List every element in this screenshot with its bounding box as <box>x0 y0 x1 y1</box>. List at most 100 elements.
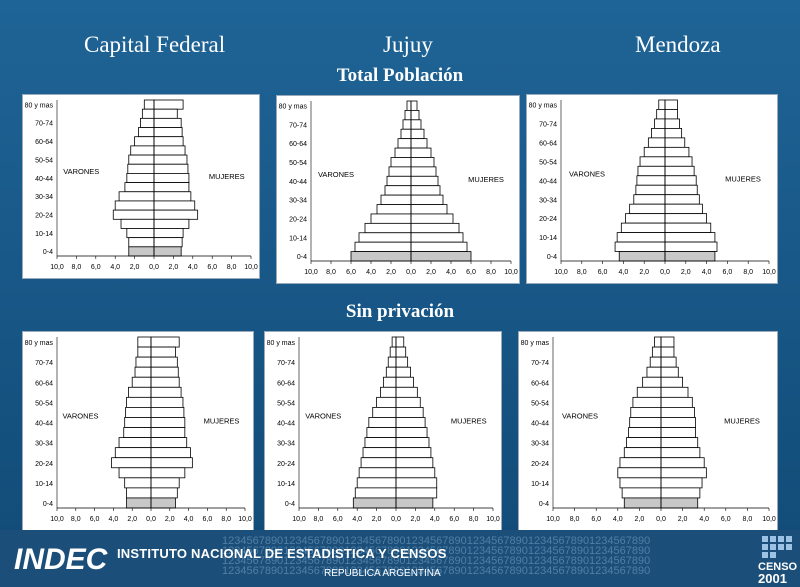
institute-name: INSTITUTO NACIONAL DE ESTADISTICA Y CENS… <box>117 546 447 561</box>
bar-mujeres <box>660 457 705 469</box>
x-tick-label: 8,0 <box>486 269 496 276</box>
bar-varones <box>635 184 666 196</box>
bar-mujeres <box>150 477 180 489</box>
bar-mujeres <box>150 386 182 398</box>
bar-mujeres <box>395 417 426 428</box>
bar-mujeres <box>153 108 178 119</box>
age-group-label: 0-4 <box>297 254 307 261</box>
bar-mujeres <box>410 166 437 177</box>
bar-mujeres <box>410 100 418 111</box>
age-group-label: 60-64 <box>35 139 53 146</box>
age-group-label: 30-34 <box>35 441 53 448</box>
x-tick-label: 4,0 <box>613 516 623 523</box>
bar-varones <box>126 228 155 239</box>
age-group-label: 60-64 <box>539 140 557 147</box>
bar-mujeres <box>664 222 712 233</box>
age-group-label: 50-54 <box>277 400 295 407</box>
bar-mujeres <box>153 218 190 229</box>
bar-mujeres <box>153 163 189 174</box>
bar-varones <box>111 457 152 469</box>
age-group-label: 60-64 <box>277 380 295 387</box>
bar-mujeres <box>153 117 182 128</box>
x-tick-label: 8,0 <box>326 269 336 276</box>
x-tick-label: 0,0 <box>149 264 159 271</box>
bar-mujeres <box>153 173 190 183</box>
bar-varones <box>124 182 155 193</box>
age-group-label: 20-24 <box>289 216 307 223</box>
varones-label: VARONES <box>318 170 354 179</box>
bar-mujeres <box>664 146 690 158</box>
x-tick-label: 8,0 <box>743 516 753 523</box>
x-tick-label: 2,0 <box>639 269 649 276</box>
bar-varones <box>643 146 666 158</box>
bar-mujeres <box>153 154 188 165</box>
pyramid-panel-jujuy-sin-privacion: 10,0 8,0 6,0 4,0 2,0 0,0 2,0 4,0 6,0 8,0 10,0 80 y … <box>264 331 502 531</box>
bar-mujeres <box>395 457 434 469</box>
age-group-label: 40-44 <box>539 178 557 185</box>
bar-mujeres <box>664 194 700 205</box>
age-group-label: 50-54 <box>35 157 53 164</box>
bar-mujeres <box>410 175 439 187</box>
age-group-label: 50-54 <box>35 400 53 407</box>
bar-varones <box>364 437 397 449</box>
x-tick-label: 8,0 <box>577 269 587 276</box>
x-tick-label: 6,0 <box>598 269 608 276</box>
bar-mujeres <box>410 204 448 215</box>
age-group-label: 60-64 <box>531 380 549 387</box>
bar-mujeres <box>664 156 693 167</box>
bar-varones <box>126 173 155 183</box>
bar-varones <box>114 447 152 459</box>
section-title-sin-privacion: Sin privación <box>345 301 455 322</box>
x-tick-label: 2,0 <box>411 516 421 523</box>
varones-label: VARONES <box>562 412 598 421</box>
x-tick-label: 6,0 <box>346 269 356 276</box>
age-group-label: 0-4 <box>285 501 295 508</box>
bar-mujeres <box>150 497 176 509</box>
x-tick-label: 6,0 <box>591 516 601 523</box>
x-tick-label: 4,0 <box>110 264 120 271</box>
bar-mujeres <box>660 477 703 489</box>
bar-varones <box>354 487 397 499</box>
age-group-label: 70-74 <box>289 122 307 129</box>
x-tick-label: 10,0 <box>762 516 776 523</box>
bar-mujeres <box>395 437 430 449</box>
bar-varones <box>628 427 662 438</box>
age-group-label: 70-74 <box>35 121 53 128</box>
x-tick-label: 10,0 <box>292 516 306 523</box>
age-group-label: 50-54 <box>531 400 549 407</box>
x-tick-label: 8,0 <box>469 516 479 523</box>
bar-varones <box>651 346 662 358</box>
x-tick-label: 4,0 <box>184 516 194 523</box>
x-tick-label: 6,0 <box>723 269 733 276</box>
bar-mujeres <box>660 467 707 479</box>
bar-varones <box>385 366 397 378</box>
x-tick-label: 0,0 <box>656 516 666 523</box>
age-group-label: 60-64 <box>35 380 53 387</box>
x-tick-label: 4,0 <box>699 516 709 523</box>
x-tick-label: 0,0 <box>660 269 670 276</box>
x-tick-label: 0,0 <box>406 269 416 276</box>
bar-mujeres <box>395 487 438 499</box>
x-tick-label: 6,0 <box>449 516 459 523</box>
bar-mujeres <box>150 407 185 418</box>
bar-mujeres <box>410 194 444 205</box>
age-group-label: 60-64 <box>289 141 307 148</box>
x-tick-label: 10,0 <box>546 516 560 523</box>
age-group-label: 30-34 <box>35 194 53 201</box>
bar-mujeres <box>150 457 193 469</box>
x-tick-label: 10,0 <box>554 269 568 276</box>
age-group-label: 40-44 <box>35 176 53 183</box>
bar-mujeres <box>395 366 411 378</box>
varones-label: VARONES <box>63 167 99 176</box>
bar-mujeres <box>150 427 186 438</box>
x-tick-label: 2,0 <box>165 516 175 523</box>
bar-mujeres <box>664 109 678 120</box>
age-group-label: 30-34 <box>277 441 295 448</box>
age-group-label: 0-4 <box>43 249 53 256</box>
bar-mujeres <box>660 417 696 428</box>
x-tick-label: 2,0 <box>426 269 436 276</box>
bar-mujeres <box>664 241 718 252</box>
age-group-label: 40-44 <box>35 421 53 428</box>
bar-mujeres <box>664 184 698 196</box>
bar-varones <box>639 156 666 167</box>
